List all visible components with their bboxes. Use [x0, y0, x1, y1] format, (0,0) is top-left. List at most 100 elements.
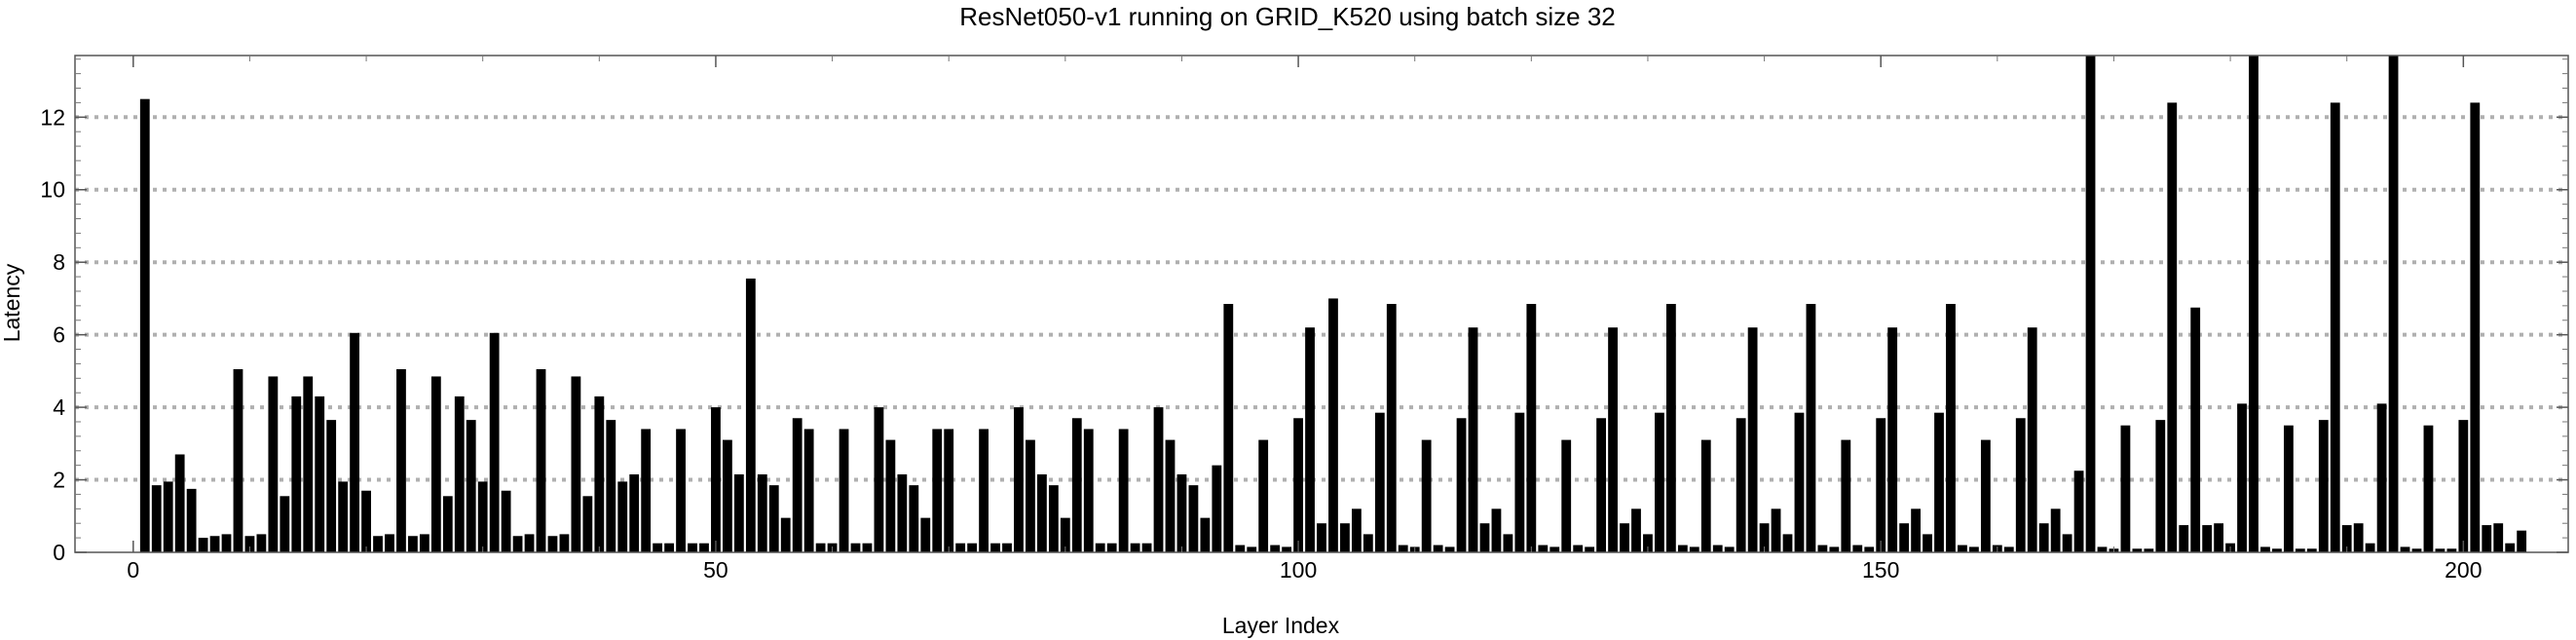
bar: [512, 536, 523, 552]
bar: [723, 439, 732, 552]
bar: [268, 376, 279, 552]
bar: [2062, 534, 2072, 552]
bar: [2179, 525, 2189, 552]
bar: [1095, 543, 1105, 552]
bar: [2272, 548, 2282, 552]
bar: [1468, 327, 1478, 552]
bar: [1130, 543, 1140, 552]
bar: [1386, 304, 1397, 552]
bar: [547, 536, 558, 552]
bar: [373, 536, 383, 552]
y-tick-label: 0: [53, 540, 65, 565]
bar: [1665, 304, 1676, 552]
bar: [1235, 545, 1246, 552]
bar: [2283, 425, 2294, 552]
bar: [442, 496, 453, 552]
bar: [1433, 545, 1443, 552]
bar: [2353, 523, 2364, 552]
bar: [198, 538, 208, 552]
bar: [1794, 412, 1805, 552]
bar: [1585, 546, 1595, 552]
bar: [1631, 508, 1641, 552]
bar: [2330, 102, 2340, 552]
bar: [2411, 548, 2422, 552]
bar: [2435, 548, 2445, 552]
bar: [1852, 545, 1863, 552]
bar: [617, 481, 628, 552]
bar: [606, 420, 616, 552]
x-axis-label: Layer Index: [1222, 613, 1340, 638]
bar: [2237, 403, 2247, 552]
bar: [909, 485, 919, 552]
chart-title: ResNet050-v1 running on GRID_K520 using …: [959, 2, 1616, 31]
bar: [2120, 425, 2131, 552]
bar: [163, 481, 173, 552]
bar: [1923, 534, 1932, 552]
y-axis-label: Latency: [0, 263, 24, 342]
bar: [664, 543, 674, 552]
bar: [2097, 546, 2108, 552]
bar: [1247, 546, 1257, 552]
bar: [2214, 523, 2224, 552]
bar: [361, 490, 371, 552]
x-tick-label: 0: [127, 557, 139, 583]
bar: [1293, 418, 1303, 552]
bar: [1223, 304, 1234, 552]
bar: [1002, 543, 1012, 552]
bar: [2341, 525, 2352, 552]
axis-ticks: [75, 56, 2568, 553]
bar: [1911, 508, 1921, 552]
y-tick-label: 10: [40, 177, 65, 203]
bar: [582, 496, 593, 552]
bar: [815, 543, 826, 552]
bar: [338, 481, 349, 552]
bar: [1712, 545, 1723, 552]
bar: [932, 429, 943, 552]
bar: [1421, 439, 1432, 552]
bar: [396, 369, 406, 552]
bar: [2050, 508, 2061, 552]
bar: [885, 439, 896, 552]
bar: [2517, 530, 2527, 552]
bar: [1188, 485, 1199, 552]
bar: [955, 543, 966, 552]
bar: [1934, 412, 1944, 552]
bar: [2306, 548, 2317, 552]
bar: [221, 534, 232, 552]
bar: [2167, 102, 2178, 552]
bar: [2027, 327, 2037, 552]
bar: [2015, 418, 2026, 552]
bar: [711, 407, 721, 552]
bar: [1677, 545, 1688, 552]
bar: [2202, 525, 2213, 552]
bar: [2260, 546, 2270, 552]
bar: [1118, 429, 1129, 552]
bar: [1351, 508, 1362, 552]
bar: [1491, 508, 1502, 552]
bar: [477, 481, 488, 552]
bar: [1200, 517, 1211, 552]
bar: [839, 429, 849, 552]
bar: [174, 454, 185, 552]
bar: [489, 332, 500, 552]
x-tick-labels: 0 50 100 150 200: [127, 557, 2482, 583]
bar: [430, 376, 441, 552]
bar: [2400, 546, 2410, 552]
bar: [768, 485, 779, 552]
bar: [1596, 418, 1607, 552]
bar: [1153, 407, 1164, 552]
bar: [2458, 420, 2469, 552]
bar: [862, 543, 873, 552]
bar: [780, 517, 791, 552]
bar: [139, 98, 150, 552]
bar: [233, 369, 243, 552]
bar: [1655, 412, 1664, 552]
bar: [454, 395, 465, 552]
bar: [1398, 545, 1408, 552]
bar: [524, 534, 535, 552]
bar: [1270, 545, 1281, 552]
bar: [1806, 304, 1816, 552]
bar: [757, 473, 767, 552]
bar: [419, 534, 429, 552]
bar: [1363, 534, 1373, 552]
